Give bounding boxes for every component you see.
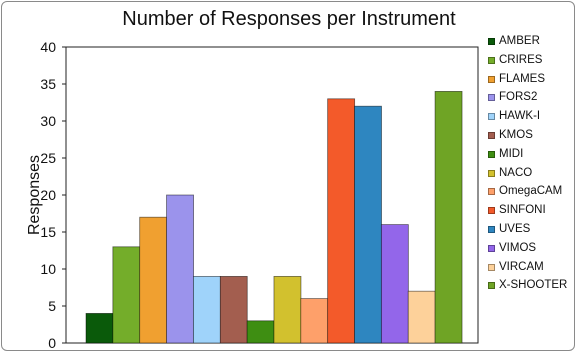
legend-item: X-SHOOTER <box>488 278 578 297</box>
y-tick-label: 40 <box>40 39 56 55</box>
bar-fors2 <box>166 194 194 344</box>
legend-item: KMOS <box>488 128 578 147</box>
legend-swatch <box>488 150 495 158</box>
legend-label: FLAMES <box>499 72 546 85</box>
legend-swatch <box>488 169 495 177</box>
legend-label: VIRCAM <box>499 260 544 273</box>
legend-swatch <box>488 75 495 83</box>
legend-label: NACO <box>499 166 533 179</box>
y-tick-label: 0 <box>48 335 56 351</box>
chart-legend: AMBER CRIRES FLAMES FORS2 HAWK-I KMOS MIDI NACO… <box>488 34 578 297</box>
legend-swatch <box>488 188 495 196</box>
legend-swatch <box>488 263 495 271</box>
legend-label: SINFONI <box>499 204 546 217</box>
legend-item: VIMOS <box>488 241 578 260</box>
bar-vircam <box>407 290 436 344</box>
bar-omegacam <box>300 298 329 344</box>
legend-item: MIDI <box>488 147 578 166</box>
legend-swatch <box>488 207 495 215</box>
legend-item: HAWK-I <box>488 109 578 128</box>
y-tick-label: 25 <box>40 150 56 166</box>
bar-crires <box>112 246 141 344</box>
legend-item: UVES <box>488 222 578 241</box>
legend-item: VIRCAM <box>488 260 578 279</box>
y-tick-label: 10 <box>40 261 56 277</box>
y-tick-label: 15 <box>40 224 56 240</box>
y-tick-label: 20 <box>40 187 56 203</box>
bar-hawk-i <box>192 275 221 344</box>
legend-swatch <box>488 94 495 102</box>
legend-item: CRIRES <box>488 53 578 72</box>
legend-label: MIDI <box>499 147 524 160</box>
chart-title: Number of Responses per Instrument <box>122 8 456 30</box>
legend-swatch <box>488 225 495 233</box>
legend-swatch <box>488 131 495 139</box>
legend-item: AMBER <box>488 34 578 53</box>
bar-amber <box>85 312 114 344</box>
legend-item: NACO <box>488 166 578 185</box>
legend-label: OmegaCAM <box>499 185 563 198</box>
bar-naco <box>273 275 302 344</box>
legend-label: KMOS <box>499 128 533 141</box>
legend-swatch <box>488 244 495 252</box>
y-tick-label: 30 <box>40 113 56 129</box>
y-tick-label: 35 <box>40 76 56 92</box>
legend-label: UVES <box>499 222 531 235</box>
bar-midi <box>246 320 275 344</box>
legend-label: HAWK-I <box>499 110 541 123</box>
legend-label: AMBER <box>499 35 540 47</box>
legend-label: CRIRES <box>499 53 543 66</box>
bar-vimos <box>380 224 409 344</box>
bar-sinfoni <box>327 98 356 344</box>
legend-label: FORS2 <box>499 91 538 104</box>
y-tick-label: 5 <box>48 298 56 314</box>
legend-swatch <box>488 56 495 64</box>
y-axis-label: Responses <box>26 155 43 235</box>
legend-swatch <box>488 38 495 45</box>
legend-swatch <box>488 113 495 121</box>
legend-item: OmegaCAM <box>488 184 578 203</box>
legend-item: FORS2 <box>488 90 578 109</box>
legend-label: X-SHOOTER <box>499 279 568 292</box>
legend-swatch <box>488 282 495 290</box>
bar-flames <box>139 216 168 344</box>
legend-item: SINFONI <box>488 203 578 222</box>
legend-label: VIMOS <box>499 241 537 254</box>
bar-kmos <box>219 275 248 344</box>
legend-item: FLAMES <box>488 72 578 91</box>
bar-uves <box>354 105 382 344</box>
bar-x-shooter <box>434 91 463 344</box>
